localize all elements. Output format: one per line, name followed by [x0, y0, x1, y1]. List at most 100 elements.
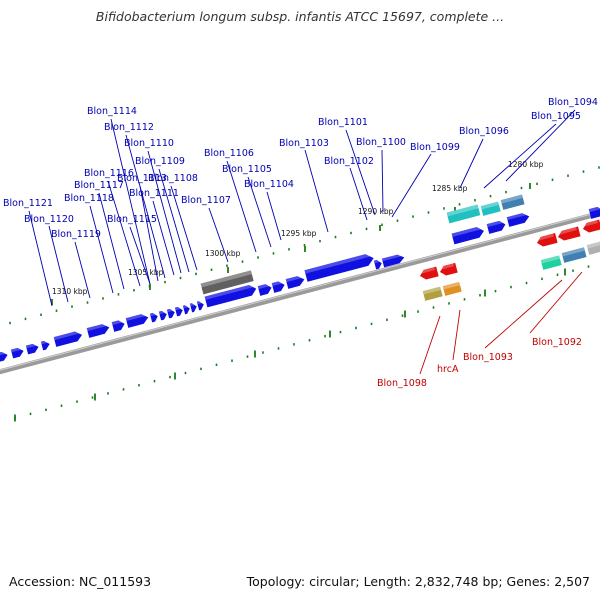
label-leader [208, 207, 229, 263]
gene-label: Blon_1114 [87, 106, 137, 117]
gene-label: Blon_1093 [463, 352, 513, 363]
gene-arrow-reverse [535, 233, 558, 247]
gene-arrow [53, 330, 83, 347]
cds-steelblue-block [561, 247, 587, 263]
gene-label: Blon_1112 [104, 122, 154, 133]
gene-label: Blon_1107 [181, 195, 231, 206]
gene-label: Blon_1113 [117, 173, 167, 184]
label-leader [110, 118, 151, 285]
gene-arrow [189, 302, 197, 313]
gene-label: Blon_1115 [107, 214, 157, 225]
gene-label: Blon_1094 [548, 97, 598, 108]
label-leader [483, 123, 557, 189]
gene-arrow [158, 310, 167, 321]
gene-arrow-reverse [438, 262, 458, 276]
topology-summary: Topology: circular; Length: 2,832,748 bp… [246, 574, 590, 589]
accession-text: Accession: NC_011593 [9, 574, 152, 589]
gene-label: Blon_1105 [222, 164, 272, 175]
label-leader [391, 153, 432, 218]
label-leader [452, 309, 461, 361]
label-leader [147, 150, 182, 274]
gene-label: hrcA [437, 364, 459, 375]
label-leader [419, 315, 441, 375]
cds-steelblue-block [500, 194, 525, 210]
gene-arrow-reverse [556, 226, 581, 241]
gene-arrow [0, 351, 8, 363]
gene-label: Blon_1121 [3, 198, 53, 209]
gene-label: Blon_1118 [64, 193, 114, 204]
tick-row-forward [9, 166, 600, 325]
tick-label: 1295 kbp [281, 229, 317, 238]
tick-label: 1300 kbp [205, 249, 241, 258]
label-leader [529, 271, 583, 334]
tick-row-reverse [14, 265, 590, 422]
label-leader [381, 149, 384, 213]
gene-label: Blon_1099 [410, 142, 460, 153]
gene-arrow [166, 308, 175, 319]
label-leader [505, 109, 576, 182]
gene-label: Blon_1096 [459, 126, 509, 137]
tick-label: 1280 kbp [508, 160, 544, 169]
gene-label: Blon_1104 [244, 179, 294, 190]
label-leader [484, 279, 563, 349]
label-leader [74, 241, 91, 299]
gene-label: Blon_1120 [24, 214, 74, 225]
gene-arrow [304, 252, 374, 282]
cds-teal-block [480, 201, 501, 216]
label-leader [345, 129, 376, 216]
gene-arrow [86, 323, 110, 338]
gene-label: Blon_1092 [532, 337, 582, 348]
gene-label: Blon_1106 [204, 148, 254, 159]
label-leader [107, 180, 141, 287]
gene-label: Blon_1103 [279, 138, 329, 149]
label-leader [48, 225, 69, 303]
cds-green-block [540, 255, 562, 270]
gene-arrow [111, 319, 125, 332]
map-title: Bifidobacterium longum subsp. infantis A… [95, 9, 505, 24]
gene-arrow [182, 304, 190, 315]
gene-arrow [373, 259, 382, 270]
gene-arrow [40, 340, 50, 351]
label-leader [139, 185, 159, 282]
label-leader [266, 191, 282, 241]
tick-label: 1285 kbp [432, 184, 468, 193]
gene-label: Blon_1119 [51, 229, 101, 240]
label-leader [125, 134, 166, 279]
cds-olive-block [422, 286, 443, 301]
gene-arrow [257, 283, 272, 296]
label-leader [304, 149, 329, 233]
gene-label: Blon_1111 [129, 188, 179, 199]
gene-label: Blon_1102 [324, 156, 374, 167]
gene-label: Blon_1116 [84, 168, 134, 179]
gene-arrow-reverse [581, 219, 600, 233]
gene-label: Blon_1110 [124, 138, 174, 149]
gene-arrow [196, 300, 204, 311]
gene-arrow [174, 306, 183, 317]
label-leader [459, 138, 484, 189]
label-leader [152, 200, 175, 276]
gene-arrow [506, 212, 530, 227]
gene-labels: Blon_1094 Blon_1095 Blon_1096 Blon_1099 Blon… [3, 97, 598, 389]
gene-arrow [25, 343, 39, 355]
cds-orange-block [442, 281, 462, 296]
tick-label: 1310 kbp [52, 287, 88, 296]
gene-label: Blon_1109 [135, 156, 185, 167]
pseudogene-block [200, 270, 254, 295]
gene-track [0, 194, 600, 363]
gene-label: Blon_1117 [74, 180, 124, 191]
gene-arrow [149, 312, 158, 323]
label-leader [247, 176, 272, 248]
gene-arrow [486, 220, 506, 234]
gene-label: Blon_1098 [377, 378, 427, 389]
cds-gray-block [586, 241, 600, 255]
gene-label: Blon_1108 [148, 173, 198, 184]
backbone [0, 210, 600, 375]
label-leader [158, 168, 190, 273]
backbone-highlight [0, 211, 600, 371]
gene-arrow [10, 347, 24, 359]
label-leader [129, 226, 151, 285]
gene-arrow [204, 283, 257, 308]
label-leader [170, 185, 198, 271]
gene-label: Blon_1095 [531, 111, 581, 122]
